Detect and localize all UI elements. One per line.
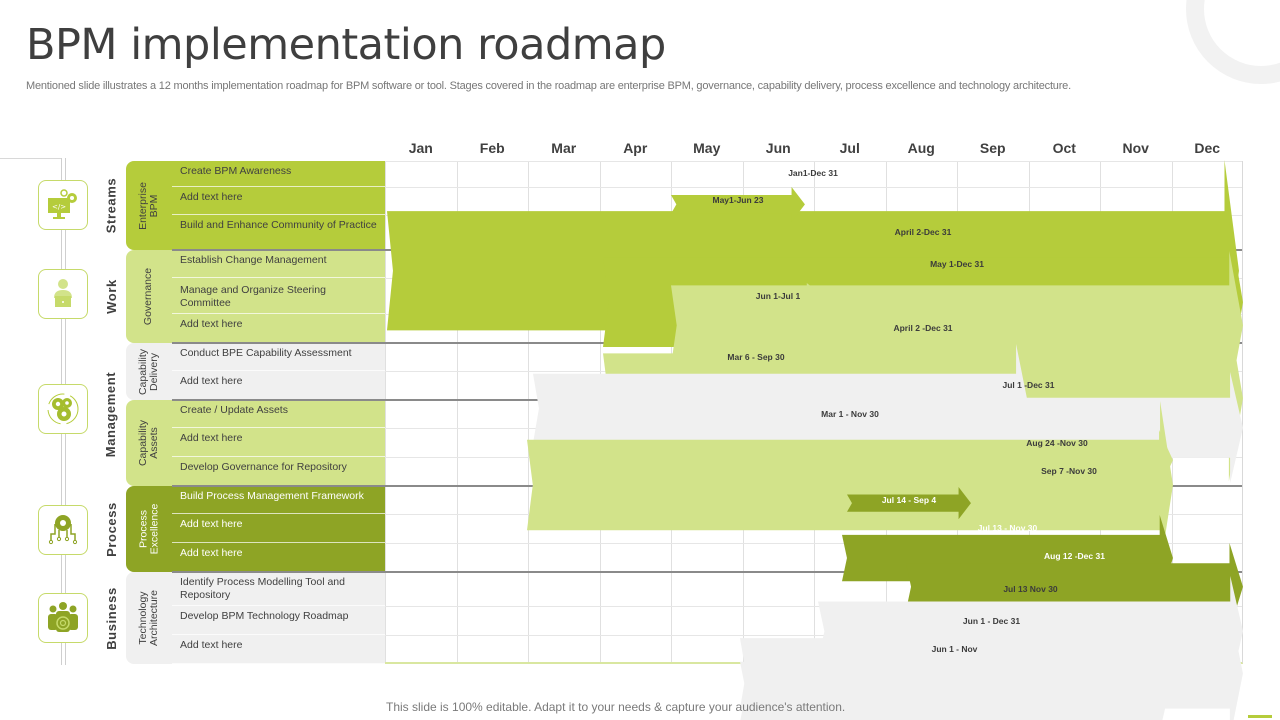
svg-text:</>: </> xyxy=(52,203,66,211)
category-governance: Governance xyxy=(126,250,172,343)
task-row: Conduct BPE Capability Assessment xyxy=(172,343,385,371)
gantt-bar[interactable]: Aug 12 -Dec 31 xyxy=(906,543,1243,631)
gantt-bar[interactable]: Jul 13 Nov 30 xyxy=(818,576,1243,687)
footer-note: This slide is 100% editable. Adapt it to… xyxy=(386,700,846,714)
gantt-bar[interactable]: May 1-Dec 31 xyxy=(671,251,1243,400)
category-capability-delivery: Capability Delivery xyxy=(126,343,172,400)
month-header: Nov xyxy=(1122,140,1149,156)
task-row: Manage and Organize Steering Committee xyxy=(172,278,385,314)
page-subtitle: Mentioned slide illustrates a 12 months … xyxy=(26,80,1071,92)
person-laptop-icon xyxy=(54,279,72,307)
gantt-bar[interactable]: Jul 14 - Sep 4 xyxy=(847,487,971,520)
month-header: Mar xyxy=(551,140,577,156)
stream-label-business: Business xyxy=(103,586,119,650)
stream-label-work: Work xyxy=(103,279,119,314)
category-process-excellence: Process Excellence xyxy=(126,486,172,572)
task-row: Add text here xyxy=(172,543,385,572)
gantt-bar[interactable]: April 2-Dec 31 xyxy=(603,219,1243,386)
month-header: Jul xyxy=(839,140,860,156)
task-row: Add text here xyxy=(172,514,385,543)
decorative-ring xyxy=(1186,0,1280,84)
month-header: Aug xyxy=(907,140,935,156)
gantt-bar[interactable]: Jul 1 -Dec 31 xyxy=(814,372,1243,484)
month-header: Apr xyxy=(623,140,648,156)
gantt-bar[interactable]: Jan1-Dec 31 xyxy=(387,160,1239,382)
month-header: Jun xyxy=(765,140,791,156)
work-icon-box xyxy=(38,269,88,319)
task-row: Develop Governance for Repository xyxy=(172,457,385,486)
timeline-top-line xyxy=(0,158,62,159)
gantt-bar[interactable]: Jun 1 - Nov xyxy=(740,636,1169,720)
business-icon-box xyxy=(38,593,88,643)
page-title: BPM implementation roadmap xyxy=(26,20,666,70)
task-row: Build Process Management Framework xyxy=(172,486,385,514)
gear-circuit-icon xyxy=(48,515,78,545)
management-icon-box xyxy=(38,384,88,434)
gears-cycle-icon xyxy=(47,393,79,425)
month-header: Dec xyxy=(1194,140,1221,156)
task-row: Create / Update Assets xyxy=(172,400,385,428)
computer-gears-icon: </> xyxy=(48,189,77,219)
gantt-bar[interactable]: April 2 -Dec 31 xyxy=(603,315,1243,482)
task-row: Add text here xyxy=(172,371,385,400)
task-row: Create BPM Awareness xyxy=(172,161,385,187)
task-row: Build and Enhance Community of Practice xyxy=(172,215,385,250)
gantt-bar[interactable]: Mar 1 - Nov 30 xyxy=(527,401,1173,569)
month-header: Oct xyxy=(1052,140,1076,156)
task-row: Add text here xyxy=(172,314,385,343)
task-row: Establish Change Management xyxy=(172,250,385,278)
month-header: Jan xyxy=(408,140,433,156)
stream-label-process: Process xyxy=(103,501,119,557)
month-header: Feb xyxy=(479,140,505,156)
month-header: May xyxy=(693,140,721,156)
task-row: Add text here xyxy=(172,428,385,457)
task-row: Add text here xyxy=(172,635,385,664)
task-row: Develop BPM Technology Roadmap xyxy=(172,606,385,635)
gantt-bar[interactable]: Jun 1 - Dec 31 xyxy=(740,608,1243,720)
team-gear-icon xyxy=(48,602,78,632)
month-header: Sep xyxy=(979,140,1006,156)
stream-label-streams: Streams xyxy=(103,177,119,234)
category-technology-architecture: Technology Architecture xyxy=(126,572,172,664)
gantt-bar[interactable]: Mar 6 - Sep 30 xyxy=(533,344,1029,473)
gantt-bar[interactable]: Sep 7 -Nov 30 xyxy=(965,458,1173,513)
task-row: Identify Process Modelling Tool and Repo… xyxy=(172,572,385,606)
category-capability-assets: Capability Assets xyxy=(126,400,172,486)
category-enterprise-bpm: Enterprise BPM xyxy=(126,161,172,250)
stream-label-management: Management xyxy=(103,371,119,458)
gantt-bar[interactable]: Jul 13 - Nov 30 xyxy=(842,515,1173,602)
gantt-bar[interactable]: Jun 1-Jul 1 xyxy=(743,283,819,309)
gantt-bar[interactable]: May1-Jun 23 xyxy=(671,187,805,222)
task-row: Add text here xyxy=(172,187,385,215)
streams-icon-box: </> xyxy=(38,180,88,230)
gantt-bar[interactable]: Aug 24 -Nov 30 xyxy=(941,430,1173,491)
corner-accent xyxy=(1248,715,1272,718)
process-icon-box xyxy=(38,505,88,555)
